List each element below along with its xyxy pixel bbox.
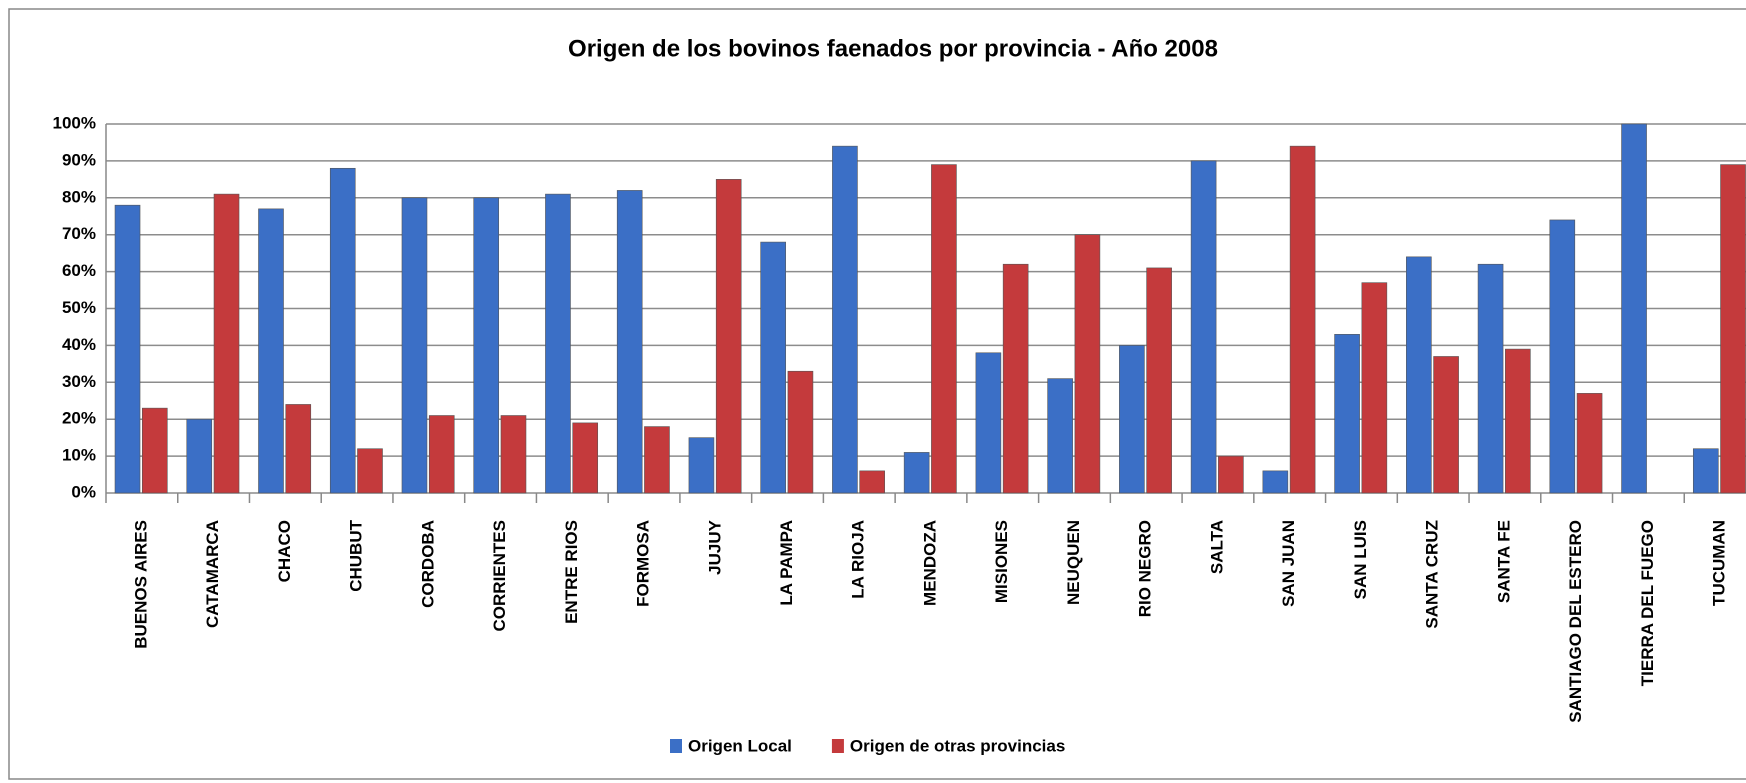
bar (1361, 282, 1388, 494)
x-tick-label: SALTA (1207, 520, 1226, 574)
x-tick-label: LA PAMPA (777, 520, 796, 606)
x-tick-label: CORRIENTES (490, 520, 509, 631)
legend-label: Origen de otras provincias (850, 736, 1065, 755)
bar (832, 145, 858, 494)
bar (329, 167, 356, 494)
bar (258, 208, 284, 494)
x-tick-label: MISIONES (992, 520, 1011, 603)
x-tick-label: TUCUMAN (1710, 520, 1729, 606)
x-tick-label: MENDOZA (920, 520, 939, 606)
x-tick-label: SAN JUAN (1279, 520, 1298, 607)
x-tick-label: SANTA FE (1494, 520, 1513, 603)
bar (1218, 455, 1244, 494)
bar (213, 193, 240, 494)
bar (1433, 356, 1459, 494)
x-tick-label: CHACO (275, 520, 294, 582)
x-tick-label: RIO NEGRO (1136, 520, 1155, 617)
y-tick-label: 80% (62, 187, 96, 206)
x-tick-label: SANTIAGO DEL ESTERO (1566, 520, 1585, 723)
bar (1146, 267, 1172, 494)
bar (1477, 263, 1504, 494)
x-tick-label: SAN LUIS (1351, 520, 1370, 599)
y-tick-label: 40% (62, 335, 96, 354)
bar (1047, 378, 1073, 494)
x-tick-label: CORDOBA (418, 520, 437, 608)
y-tick-label: 90% (62, 150, 96, 169)
x-tick-label: LA RIOJA (849, 520, 868, 599)
bar (760, 241, 786, 494)
x-tick-label: ENTRE RIOS (562, 520, 581, 624)
bar (1334, 334, 1360, 494)
y-tick-label: 100% (53, 113, 96, 132)
bar (1262, 470, 1289, 494)
x-tick-label: SANTA CRUZ (1423, 520, 1442, 629)
chart-border (8, 8, 1746, 780)
bar (1720, 164, 1746, 494)
bar (473, 197, 500, 494)
bar (357, 448, 383, 494)
y-tick-label: 60% (62, 261, 96, 280)
bar (1406, 256, 1432, 494)
bar (428, 415, 455, 494)
bar (1002, 263, 1029, 494)
bar (975, 352, 1002, 494)
bar (285, 404, 312, 494)
x-tick-label: CATAMARCA (203, 520, 222, 628)
bar (1074, 234, 1101, 494)
bar (114, 204, 141, 494)
y-tick-label: 30% (62, 372, 96, 391)
y-tick-label: 0% (71, 482, 96, 501)
x-tick-label: CHUBUT (347, 519, 366, 591)
legend-label: Origen Local (688, 736, 792, 755)
x-tick-label: JUJUY (705, 519, 724, 574)
bar (1190, 160, 1217, 494)
bar (1549, 219, 1576, 494)
y-tick-label: 70% (62, 224, 96, 243)
bar (1621, 123, 1647, 494)
bar (859, 470, 885, 494)
bar (500, 415, 527, 494)
bar (401, 197, 428, 494)
bar (931, 164, 957, 494)
legend-swatch (831, 739, 844, 753)
x-tick-label: FORMOSA (634, 520, 653, 607)
bar (903, 452, 930, 494)
bar (644, 426, 670, 494)
bar (1692, 448, 1719, 494)
x-tick-label: NEUQUEN (1064, 520, 1083, 605)
bar (1119, 345, 1145, 494)
bar (545, 193, 571, 494)
bar (616, 190, 643, 494)
bar (1289, 145, 1316, 494)
y-tick-label: 20% (62, 409, 96, 428)
legend-swatch (670, 739, 682, 753)
bar (688, 437, 715, 494)
y-tick-label: 10% (62, 446, 96, 465)
bar (572, 422, 599, 494)
x-tick-label: BUENOS AIRES (131, 520, 150, 649)
bar (1505, 348, 1531, 494)
bar (1576, 393, 1603, 494)
bar (141, 407, 168, 494)
bar (787, 370, 814, 494)
y-tick-label: 50% (62, 298, 96, 317)
x-tick-label: TIERRA DEL FUEGO (1638, 520, 1657, 686)
bar (715, 179, 742, 494)
bar (186, 418, 213, 494)
chart-title: Origen de los bovinos faenados por provi… (568, 35, 1218, 62)
